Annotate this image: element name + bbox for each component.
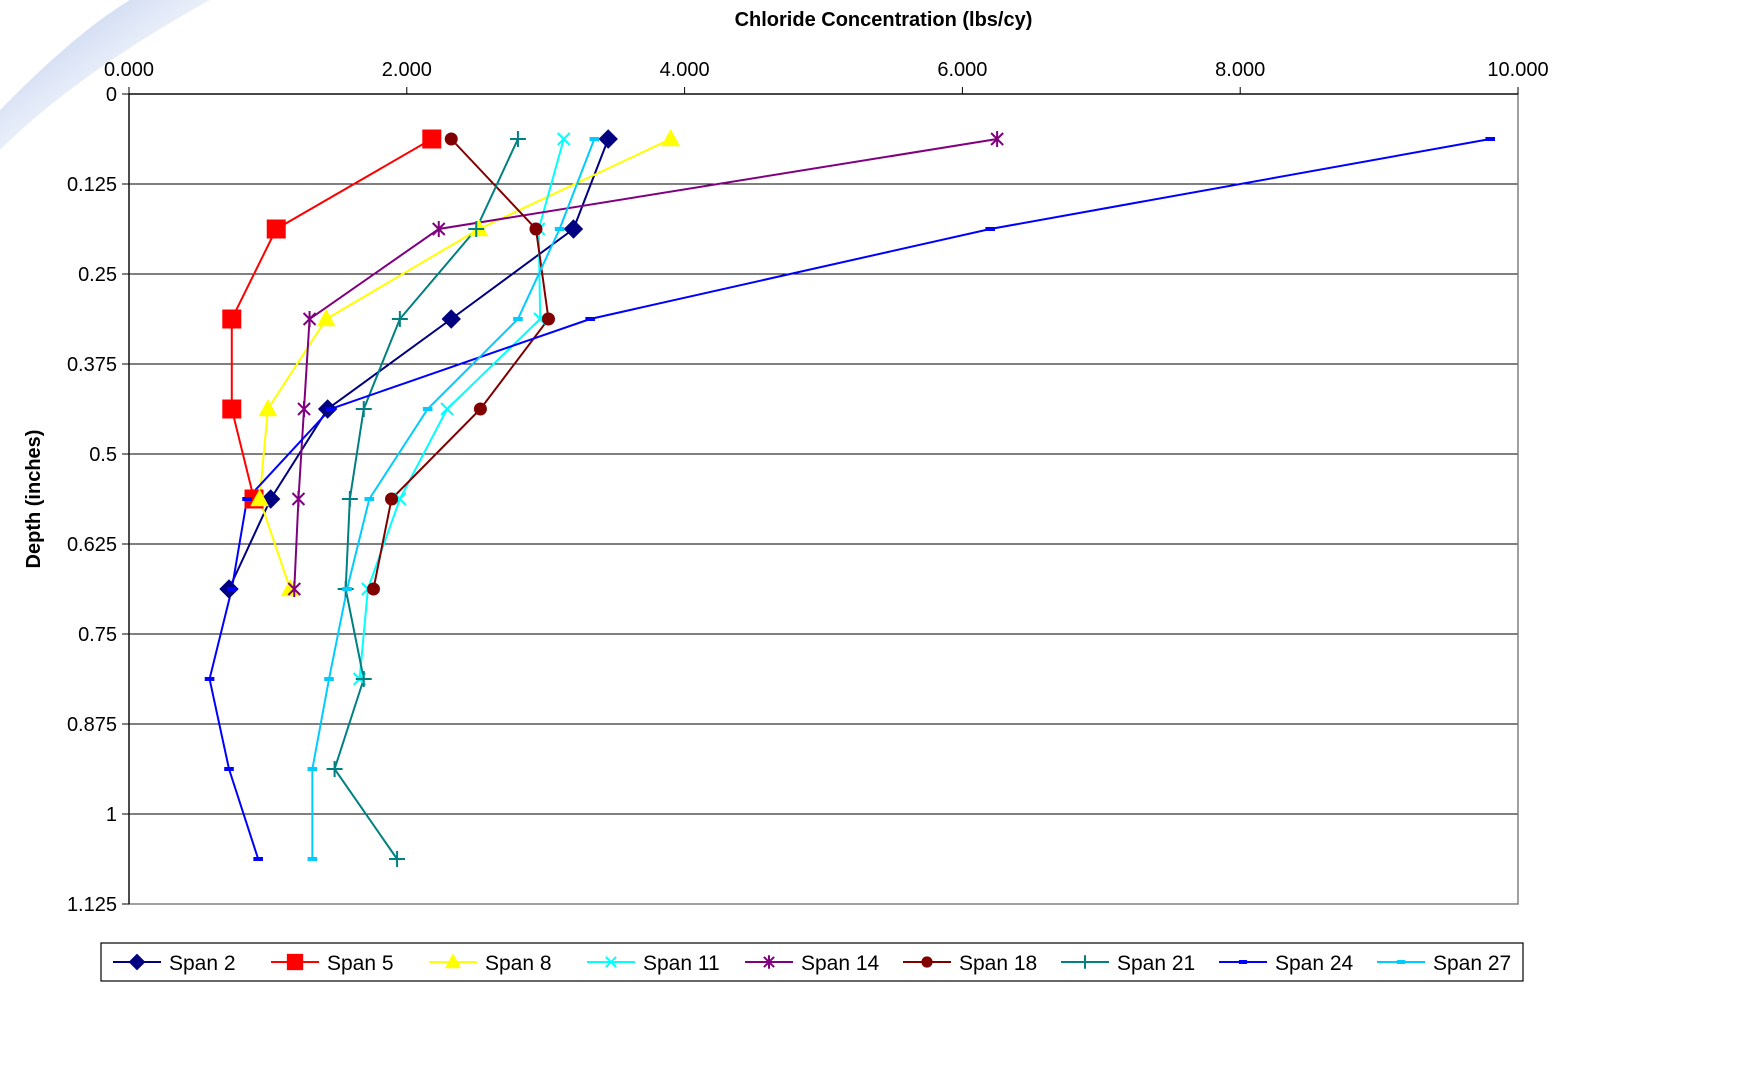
data-point-span-14 [990, 131, 1004, 147]
y-tick-label: 0 [106, 84, 117, 106]
legend-label: Span 2 [169, 952, 236, 975]
data-point-span-14 [287, 581, 301, 597]
data-point-span-5 [422, 129, 442, 149]
data-point-span-14 [432, 221, 446, 237]
data-point-span-18 [444, 132, 458, 146]
data-point-span-8 [258, 398, 278, 417]
y-tick-label: 0.625 [67, 534, 117, 556]
data-point-span-18 [541, 312, 555, 326]
x-tick-label: 2.000 [382, 59, 432, 81]
data-point-span-21 [509, 131, 526, 147]
legend-swatch-marker [763, 955, 775, 969]
data-point-span-21 [391, 311, 408, 327]
data-point-span-11 [440, 402, 454, 416]
legend-label: Span 24 [1275, 952, 1354, 975]
x-tick-label: 0.000 [104, 59, 154, 81]
legend-item-span-18: Span 18 [903, 952, 1037, 975]
y-tick-label: 0.875 [67, 714, 117, 736]
series-line-span-14 [293, 138, 998, 590]
data-point-span-21 [355, 401, 372, 417]
series-line-span-18 [372, 138, 550, 590]
data-point-span-2 [563, 219, 584, 239]
data-point-span-11 [557, 132, 571, 146]
data-point-span-18 [385, 492, 399, 506]
y-tick-label: 0.75 [78, 624, 117, 646]
legend-box [100, 942, 1524, 982]
legend-label: Span 18 [959, 952, 1037, 975]
data-point-span-8 [316, 308, 336, 327]
data-point-span-18 [366, 582, 380, 596]
legend-item-span-8: Span 8 [429, 952, 552, 975]
data-point-span-14 [297, 401, 311, 417]
data-point-span-21 [389, 851, 406, 867]
data-point-span-8 [661, 128, 681, 147]
x-tick-label: 8.000 [1215, 59, 1265, 81]
legend-swatch-marker [605, 956, 617, 968]
x-axis-title: Chloride Concentration (lbs/cy) [735, 9, 1033, 31]
data-point-span-5 [222, 309, 242, 329]
legend-swatch-marker [921, 956, 933, 968]
data-point-span-21 [468, 221, 485, 237]
x-tick-label: 4.000 [660, 59, 710, 81]
y-axis-title: Depth (inches) [23, 430, 45, 569]
legend-label: Span 14 [801, 952, 880, 975]
data-point-span-2 [441, 309, 461, 329]
legend-item-span-5: Span 5 [271, 952, 394, 975]
series-line-span-24 [208, 138, 1491, 860]
x-tick-label: 10.000 [1487, 59, 1548, 81]
data-point-span-5 [266, 219, 286, 239]
data-point-span-18 [529, 222, 543, 236]
legend-swatch-marker [1078, 955, 1092, 969]
series-line-span-8 [258, 138, 672, 590]
series-markers [204, 128, 1496, 867]
y-tick-label: 1.125 [67, 894, 117, 916]
y-tick-label: 0.125 [67, 174, 117, 196]
legend-label: Span 21 [1117, 952, 1195, 975]
data-point-span-18 [473, 402, 487, 416]
series-lines [208, 138, 1491, 860]
data-point-span-8 [469, 218, 489, 237]
data-point-span-21 [326, 761, 343, 777]
data-point-span-8 [250, 488, 269, 507]
legend-item-span-11: Span 11 [587, 952, 720, 975]
legend-item-span-24: Span 24 [1219, 952, 1354, 975]
x-tick-label: 6.000 [937, 59, 987, 81]
legend-swatch-marker [128, 953, 146, 971]
legend-label: Span 27 [1433, 952, 1511, 975]
series-line-span-11 [358, 138, 565, 680]
series-line-span-21 [333, 138, 519, 860]
data-point-span-14 [302, 311, 317, 327]
data-point-span-14 [291, 491, 306, 507]
legend-item-span-21: Span 21 [1061, 952, 1195, 975]
data-point-span-2 [598, 129, 618, 149]
data-point-span-5 [222, 399, 242, 419]
legend-label: Span 11 [643, 952, 720, 975]
data-point-span-21 [341, 491, 358, 507]
y-tick-label: 0.25 [78, 264, 117, 286]
y-tick-label: 1 [106, 804, 117, 826]
axes: 0 0.125 0.25 0.375 0.5 0.625 0.75 0.875 1 1.125 0.… [67, 59, 1549, 916]
data-point-span-21 [355, 671, 372, 687]
legend: Span 2 Span 5 Span 8 Span 11 Span 14 Span 18 S… [100, 942, 1524, 982]
y-tick-label: 0.5 [89, 444, 117, 466]
legend-label: Span 8 [485, 952, 552, 975]
y-tick-label: 0.375 [67, 354, 117, 376]
gridlines [129, 183, 1518, 815]
legend-label: Span 5 [327, 952, 394, 975]
legend-item-span-2: Span 2 [113, 952, 236, 975]
legend-item-span-27: Span 27 [1377, 952, 1511, 975]
legend-item-span-14: Span 14 [745, 952, 880, 975]
plot-area-frame [128, 93, 1519, 905]
legend-swatch-marker [444, 953, 462, 969]
legend-swatch-marker [286, 953, 304, 971]
